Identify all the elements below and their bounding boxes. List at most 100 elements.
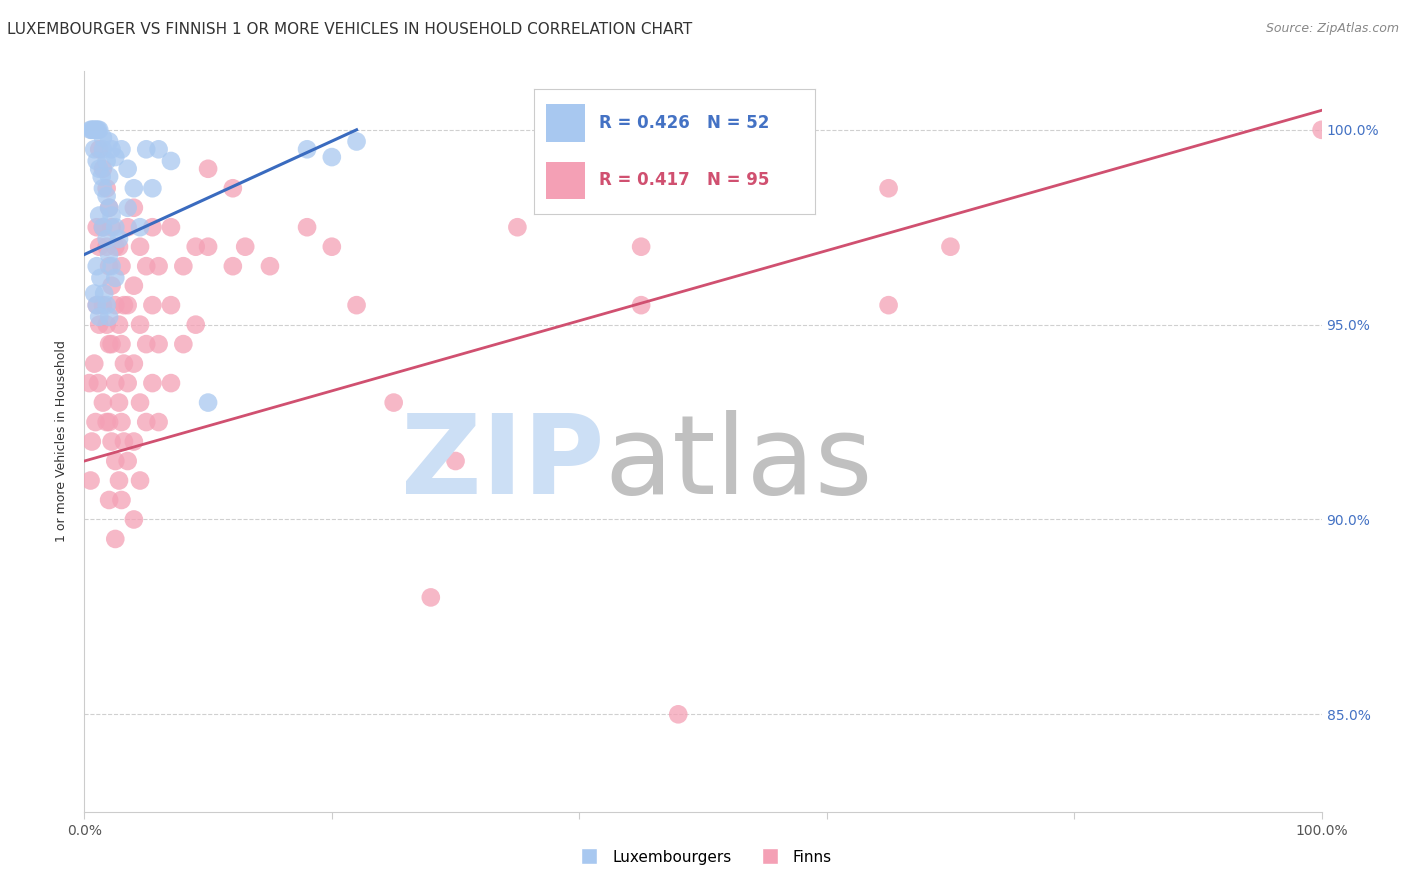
Point xyxy=(122,512,145,526)
Point xyxy=(295,220,318,235)
Point xyxy=(419,591,441,605)
Point xyxy=(346,298,368,312)
Point xyxy=(877,298,900,312)
Point xyxy=(91,181,114,195)
Point xyxy=(117,161,139,176)
Text: R = 0.417   N = 95: R = 0.417 N = 95 xyxy=(599,171,769,189)
Point xyxy=(89,310,111,324)
Point xyxy=(91,130,114,145)
Point xyxy=(100,142,122,156)
Point xyxy=(89,240,111,254)
Point xyxy=(108,395,131,409)
Point xyxy=(184,318,207,332)
Point xyxy=(135,415,157,429)
Point xyxy=(160,153,183,168)
Point xyxy=(98,259,121,273)
Point xyxy=(96,189,118,203)
Point xyxy=(630,298,652,312)
Point xyxy=(110,415,132,429)
Point xyxy=(112,357,135,371)
Point xyxy=(135,337,157,351)
Point xyxy=(148,337,170,351)
Point xyxy=(117,298,139,312)
Point xyxy=(129,395,152,409)
Point xyxy=(160,298,183,312)
Point xyxy=(197,161,219,176)
Point xyxy=(110,259,132,273)
Point xyxy=(91,298,114,312)
Point xyxy=(87,376,110,390)
Point xyxy=(98,247,121,261)
Point xyxy=(96,240,118,254)
Point xyxy=(96,298,118,312)
Point xyxy=(100,259,122,273)
Point xyxy=(110,337,132,351)
Point xyxy=(117,201,139,215)
Point xyxy=(104,240,127,254)
Point xyxy=(117,220,139,235)
Point xyxy=(89,142,111,156)
Point xyxy=(122,357,145,371)
Point xyxy=(84,123,107,137)
FancyBboxPatch shape xyxy=(546,104,585,142)
Point xyxy=(877,181,900,195)
Point xyxy=(96,153,118,168)
Point xyxy=(568,142,591,156)
Point xyxy=(122,181,145,195)
Point xyxy=(197,395,219,409)
Point xyxy=(117,454,139,468)
Point xyxy=(86,220,108,235)
Point xyxy=(172,259,194,273)
Point xyxy=(86,153,108,168)
Point xyxy=(122,201,145,215)
Point xyxy=(100,209,122,223)
Point xyxy=(98,135,121,149)
Point xyxy=(104,150,127,164)
Point xyxy=(110,493,132,508)
Point xyxy=(346,135,368,149)
Point xyxy=(80,434,103,449)
Point xyxy=(104,376,127,390)
Point xyxy=(91,395,114,409)
Point xyxy=(104,454,127,468)
Point xyxy=(444,454,467,468)
Point xyxy=(91,220,114,235)
Point xyxy=(104,271,127,285)
Point xyxy=(141,220,163,235)
Point xyxy=(96,415,118,429)
Point xyxy=(104,532,127,546)
Point xyxy=(222,181,245,195)
Point xyxy=(148,415,170,429)
Point xyxy=(86,123,108,137)
FancyBboxPatch shape xyxy=(546,161,585,199)
Point xyxy=(939,240,962,254)
Point xyxy=(91,220,114,235)
Point xyxy=(100,434,122,449)
Point xyxy=(135,259,157,273)
Point xyxy=(112,298,135,312)
Point xyxy=(172,337,194,351)
Text: R = 0.426   N = 52: R = 0.426 N = 52 xyxy=(599,114,769,132)
Point xyxy=(666,707,689,722)
Point xyxy=(83,357,105,371)
Point xyxy=(233,240,256,254)
Point xyxy=(98,337,121,351)
Point xyxy=(89,161,111,176)
Point xyxy=(100,278,122,293)
Point xyxy=(89,318,111,332)
Point xyxy=(295,142,318,156)
Point xyxy=(98,201,121,215)
Point xyxy=(104,298,127,312)
Text: Source: ZipAtlas.com: Source: ZipAtlas.com xyxy=(1265,22,1399,36)
Point xyxy=(96,318,118,332)
Point xyxy=(83,142,105,156)
Point xyxy=(108,232,131,246)
Point xyxy=(100,337,122,351)
Point xyxy=(86,298,108,312)
Point xyxy=(93,286,115,301)
Point xyxy=(122,278,145,293)
Y-axis label: 1 or more Vehicles in Household: 1 or more Vehicles in Household xyxy=(55,341,69,542)
Point xyxy=(1310,123,1333,137)
Point xyxy=(84,415,107,429)
Point xyxy=(160,376,183,390)
